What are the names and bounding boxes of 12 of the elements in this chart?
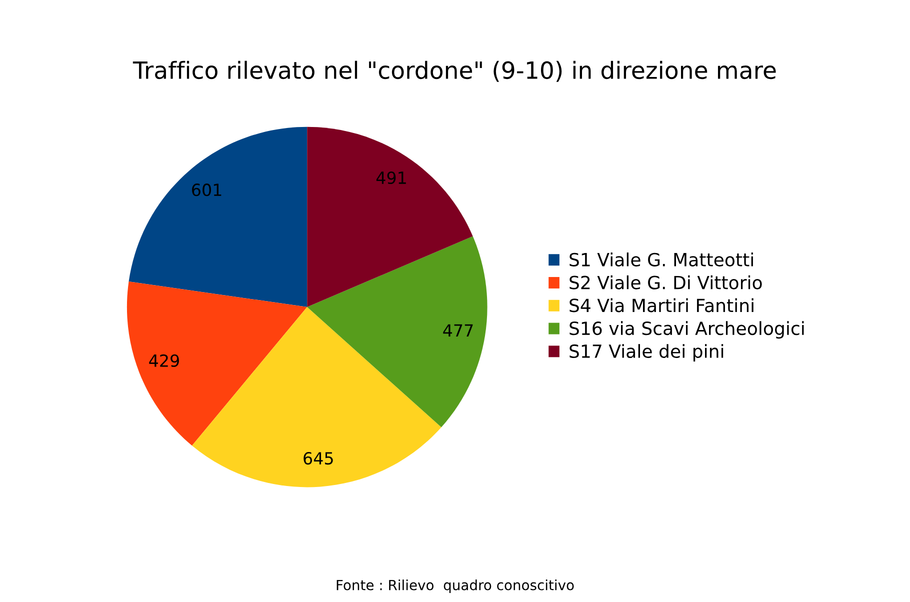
data-label: 477 [443, 324, 473, 337]
data-label: 429 [149, 354, 179, 367]
legend-label: S17 Viale dei pini [570, 344, 724, 362]
legend-label: S1 Viale G. Matteotti [570, 252, 753, 266]
source-note: Fonte : Rilievo quadro conoscitivo [336, 580, 574, 593]
data-label: 645 [304, 452, 333, 465]
chart-title: Traffico rilevato nel "cordone" (9-10) in direzione mare [132, 60, 776, 82]
data-label: 601 [192, 184, 222, 196]
legend-label: S16 via Scavi Archeologici [570, 321, 804, 339]
legend-label: S2 Viale G. Di Vittorio [570, 275, 762, 290]
legend-label: S4 Via Martiri Fantini [570, 298, 754, 312]
data-label: 491 [376, 171, 406, 184]
